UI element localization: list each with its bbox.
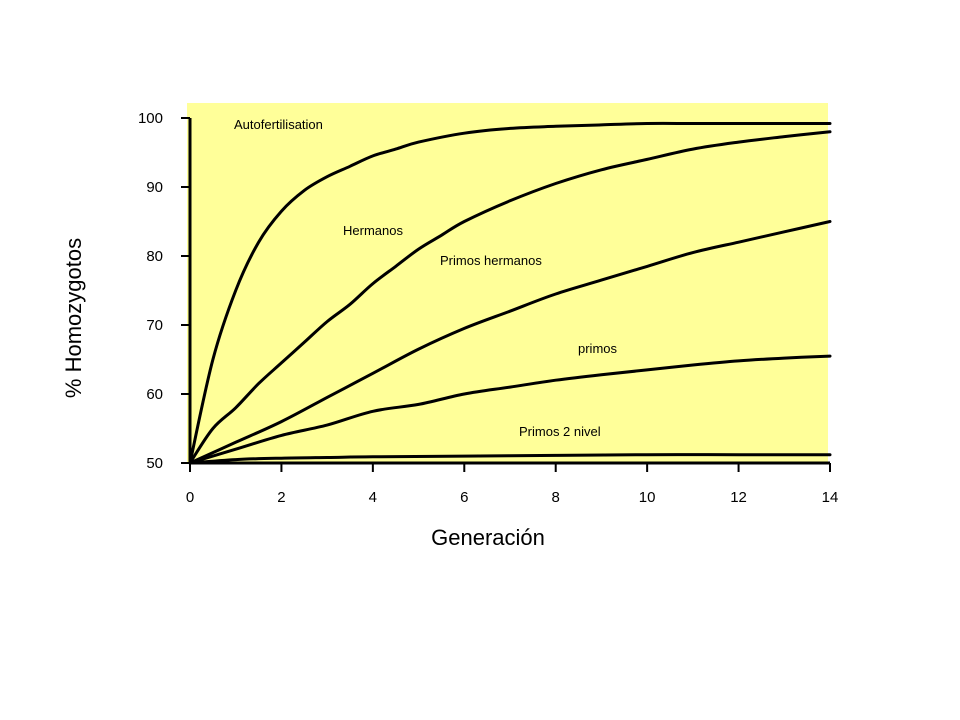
series-line-primos-2-nivel bbox=[188, 453, 832, 465]
x-axis-title: Generación bbox=[431, 525, 545, 550]
x-ticks: 0 2 4 6 8 10 12 14 bbox=[186, 463, 839, 506]
curves bbox=[188, 121, 832, 465]
series-label-primos-hermanos: Primos hermanos bbox=[440, 253, 542, 268]
y-tick-label: 50 bbox=[146, 455, 163, 472]
x-tick-label: 0 bbox=[186, 489, 194, 506]
x-tick-label: 4 bbox=[369, 489, 377, 506]
series-label-hermanos: Hermanos bbox=[343, 223, 403, 238]
y-tick-label: 90 bbox=[146, 179, 163, 196]
x-tick-label: 6 bbox=[460, 489, 468, 506]
x-tick-label: 10 bbox=[639, 489, 656, 506]
y-tick-label: 60 bbox=[146, 386, 163, 403]
y-tick-label: 70 bbox=[146, 317, 163, 334]
y-tick-label: 80 bbox=[146, 248, 163, 265]
y-tick-label: 100 bbox=[138, 110, 163, 127]
y-axis-title: % Homozygotos bbox=[61, 238, 86, 398]
series-line-hermanos bbox=[188, 130, 832, 465]
series-label-autofertilisation: Autofertilisation bbox=[234, 117, 323, 132]
series-line-autofertilisation bbox=[188, 121, 832, 465]
series-line-primos-hermanos bbox=[188, 220, 832, 465]
x-tick-label: 14 bbox=[822, 489, 839, 506]
x-tick-label: 8 bbox=[552, 489, 560, 506]
y-ticks: 50 60 70 80 90 100 bbox=[138, 110, 190, 472]
x-tick-label: 12 bbox=[730, 489, 747, 506]
series-line-primos bbox=[188, 354, 832, 465]
series-label-primos: primos bbox=[578, 341, 618, 356]
x-tick-label: 2 bbox=[277, 489, 285, 506]
series-label-primos-2-nivel: Primos 2 nivel bbox=[519, 424, 601, 439]
plot-area bbox=[187, 103, 828, 463]
